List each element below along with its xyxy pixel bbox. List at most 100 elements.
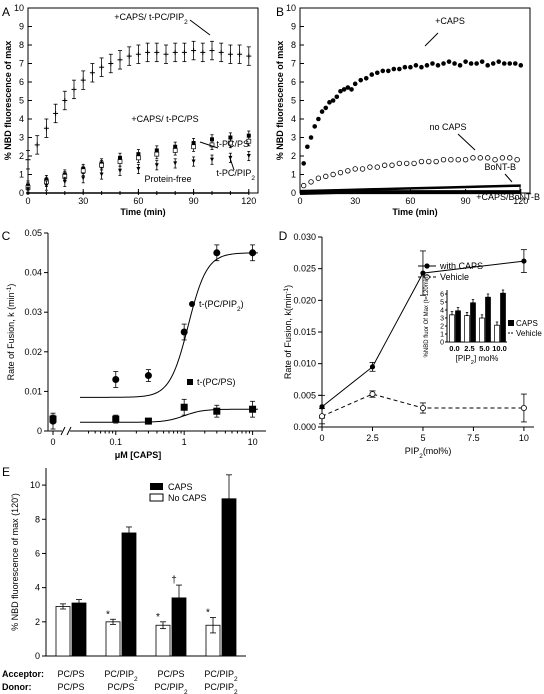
inset-bar xyxy=(500,292,506,343)
row-label: Acceptor: xyxy=(2,669,44,679)
data-point xyxy=(462,156,469,163)
data-point xyxy=(337,169,344,176)
y-tick-label: 8 xyxy=(291,40,296,50)
data-point xyxy=(118,168,122,173)
annotation-pointer xyxy=(199,141,219,149)
inset-y-tick-label: 1 xyxy=(440,332,444,339)
data-point xyxy=(359,166,366,172)
inset-x-tick-label: 0.0 xyxy=(449,344,459,353)
data-point xyxy=(463,59,468,64)
data-point xyxy=(26,187,30,192)
bar xyxy=(55,606,71,657)
inset-bar xyxy=(464,315,470,343)
inset-bar xyxy=(479,317,485,343)
data-point xyxy=(389,162,395,168)
data-point xyxy=(209,48,215,54)
data-point xyxy=(319,404,325,410)
inset-error-bar xyxy=(471,299,475,304)
x-tick-label: 60 xyxy=(405,196,415,206)
data-point xyxy=(327,100,332,105)
annotation-pointer xyxy=(229,157,235,171)
data-point xyxy=(374,70,380,76)
data-point xyxy=(391,66,397,72)
panel-e: E 0 2 4 6 8 10 % NBD fluorescence of max (120')… xyxy=(2,465,246,694)
data-point xyxy=(126,53,132,59)
annotation: t-PC/PS xyxy=(216,139,249,149)
data-point xyxy=(112,376,120,384)
data-point xyxy=(173,161,178,166)
x-tick-label: 10 xyxy=(519,433,529,443)
data-point xyxy=(301,161,306,166)
data-point xyxy=(210,137,214,142)
y-tick-label: 5 xyxy=(291,96,296,106)
data-point xyxy=(25,157,31,163)
data-point xyxy=(99,172,104,177)
inset-x-tick-label: 5.0 xyxy=(479,344,489,353)
annotation: +CAPS/BoNT-B xyxy=(476,192,540,202)
data-point xyxy=(246,138,252,144)
error-bar xyxy=(160,621,166,630)
y-axis-label: % NBD fluorescence of max (120') xyxy=(10,493,20,631)
data-point xyxy=(507,61,513,66)
y-axis-label: Rate of Fusion, k(min-1) xyxy=(283,285,294,379)
data-point xyxy=(518,63,524,68)
donor-label: PC/PIP2 xyxy=(154,682,188,694)
data-point xyxy=(369,391,376,398)
data-point xyxy=(334,94,340,100)
y-tick-label: 4 xyxy=(35,583,40,593)
legend-marker xyxy=(424,274,430,280)
inset-y-tick-label: 3 xyxy=(440,316,444,323)
data-point xyxy=(49,415,57,423)
data-point xyxy=(479,59,485,64)
x-tick-label: 60 xyxy=(133,196,143,206)
data-point xyxy=(323,173,329,180)
data-point xyxy=(308,179,314,185)
y-tick-label: 8 xyxy=(35,514,40,524)
y-tick-label: 0.025 xyxy=(293,264,316,274)
y-tick-label: 1 xyxy=(291,170,296,180)
data-point xyxy=(499,155,506,161)
data-point xyxy=(43,125,49,131)
data-point xyxy=(117,159,123,164)
legend-marker xyxy=(424,263,430,269)
panel-letter: C xyxy=(2,229,11,243)
y-tick-label: 10 xyxy=(30,480,40,490)
inset-bar xyxy=(449,314,455,343)
inset-error-bar xyxy=(495,321,499,326)
x-tick-label: 30 xyxy=(350,196,360,206)
inset-error-bar xyxy=(465,311,469,317)
inset-legend-label: Vehicle xyxy=(516,329,542,338)
data-point xyxy=(191,48,197,54)
x-tick-label: 2.5 xyxy=(366,433,379,443)
data-point xyxy=(455,156,461,163)
data-point xyxy=(374,164,380,170)
data-point xyxy=(501,61,507,66)
data-point xyxy=(249,249,257,257)
data-point xyxy=(386,68,391,74)
annotation-pointer xyxy=(457,133,476,151)
data-point xyxy=(419,64,424,70)
data-point xyxy=(249,405,257,413)
inset-y-tick-label: 4 xyxy=(440,308,444,315)
data-point xyxy=(381,162,388,168)
data-point xyxy=(319,109,325,114)
legend-label: t-(PC/PS) xyxy=(197,377,236,387)
legend-label: No CAPS xyxy=(168,493,207,503)
data-point xyxy=(363,76,369,81)
y-tick-label: 9 xyxy=(291,22,296,32)
x-tick-label: 0 xyxy=(50,437,55,447)
inset-error-bar xyxy=(480,314,484,319)
data-point xyxy=(246,154,251,158)
acceptor-label: PC/PIP2 xyxy=(104,669,138,683)
data-point xyxy=(181,49,187,55)
y-tick-label: 0.015 xyxy=(293,327,316,337)
data-point xyxy=(300,182,307,189)
data-point xyxy=(99,162,104,168)
data-point xyxy=(330,171,336,178)
data-point xyxy=(71,86,77,92)
y-tick-label: 0 xyxy=(291,188,296,198)
significance-mark: * xyxy=(156,612,160,623)
legend-swatch xyxy=(150,483,163,490)
inset-bar xyxy=(485,296,491,343)
legend-marker xyxy=(187,379,193,385)
